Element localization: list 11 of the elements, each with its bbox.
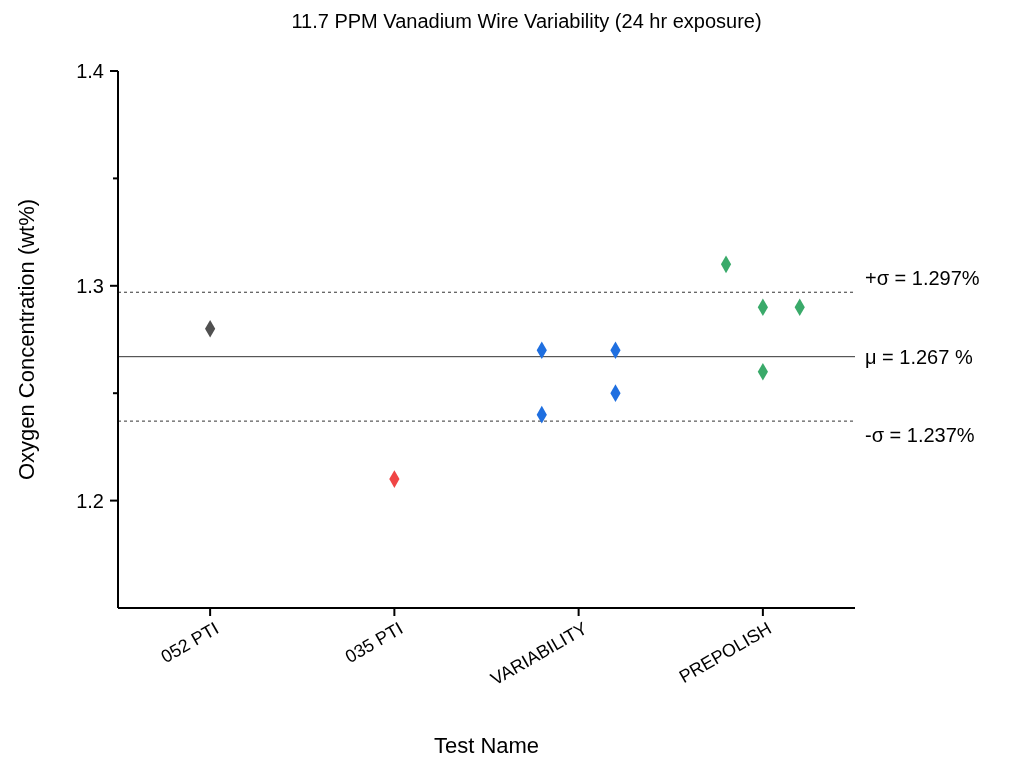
x-tick-label: 052 PTI <box>157 618 223 667</box>
x-axis-title: Test Name <box>433 733 540 758</box>
y-tick-label: 1.4 <box>76 60 104 82</box>
ref-line-label: +σ = 1.297% <box>865 267 980 290</box>
chart-title: 11.7 PPM Vanadium Wire Variability (24 hr exposure) <box>291 10 762 32</box>
ref-line-label: -σ = 1.237% <box>865 424 975 447</box>
y-axis-title: Oxygen Concentration (wt%) <box>14 198 39 481</box>
y-tick-label: 1.2 <box>76 489 104 512</box>
x-tick-label: 035 PTI <box>341 618 407 667</box>
y-tick-label: 1.3 <box>76 274 104 297</box>
ref-line-label: μ = 1.267 % <box>865 345 973 368</box>
